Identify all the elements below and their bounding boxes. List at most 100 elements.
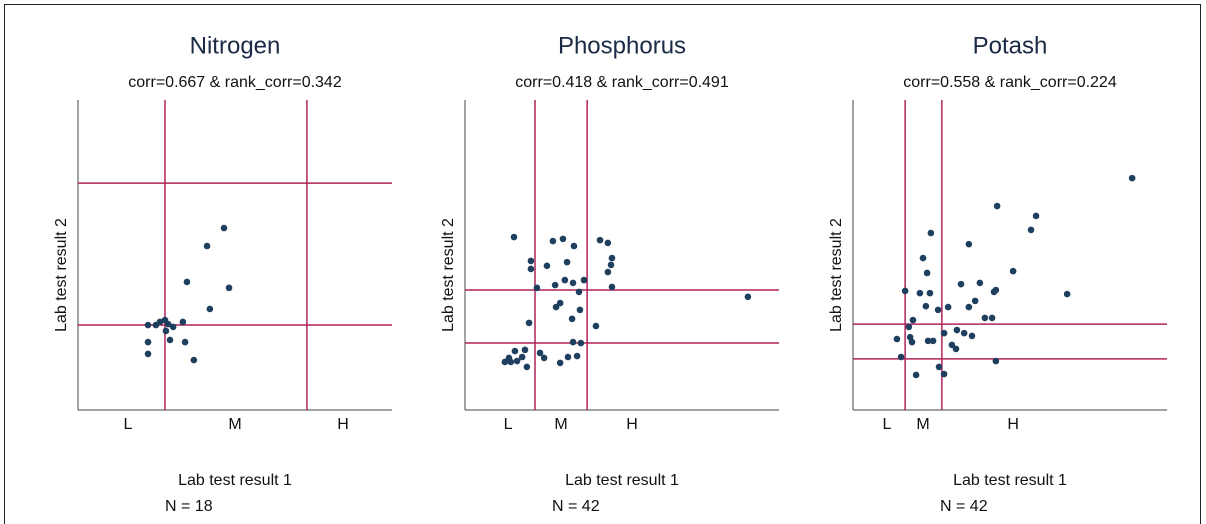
point: [190, 356, 198, 364]
point: [523, 363, 531, 371]
point: [1009, 267, 1017, 275]
point: [948, 341, 956, 349]
panel-subtitle: corr=0.418 & rank_corr=0.491: [515, 74, 729, 91]
point: [908, 338, 916, 346]
point: [575, 288, 583, 296]
point: [220, 224, 228, 232]
panel-title: Phosphorus: [558, 32, 686, 59]
y-axis-label: Lab test result 2: [53, 218, 70, 332]
point: [929, 337, 937, 345]
point: [569, 279, 577, 287]
point: [922, 302, 930, 310]
x-tick-label: H: [337, 416, 349, 433]
panel-subtitle: corr=0.667 & rank_corr=0.342: [128, 74, 342, 91]
point: [527, 265, 535, 273]
x-tick-label: H: [1007, 416, 1019, 433]
point: [744, 293, 752, 301]
point: [564, 353, 572, 361]
point: [992, 357, 1000, 365]
x-tick-label: L: [882, 416, 891, 433]
point: [183, 278, 191, 286]
point: [510, 233, 518, 241]
point: [940, 329, 948, 337]
point: [1027, 226, 1035, 234]
point: [993, 202, 1001, 210]
point: [1128, 174, 1136, 182]
x-tick-label: L: [123, 416, 132, 433]
x-tick-label: M: [228, 416, 241, 433]
point: [608, 283, 616, 291]
point: [912, 371, 920, 379]
point: [957, 280, 965, 288]
point: [179, 318, 187, 326]
point: [924, 337, 932, 345]
point: [169, 323, 177, 331]
point: [604, 268, 612, 276]
point: [551, 281, 559, 289]
y-axis-label: Lab test result 2: [440, 218, 457, 332]
point: [919, 254, 927, 262]
point: [518, 353, 526, 361]
point: [549, 237, 557, 245]
point: [607, 261, 615, 269]
point: [206, 305, 214, 313]
point: [990, 288, 998, 296]
point: [981, 314, 989, 322]
point: [225, 284, 233, 292]
point: [952, 345, 960, 353]
point: [559, 235, 567, 243]
point: [960, 329, 968, 337]
point: [596, 236, 604, 244]
point: [965, 303, 973, 311]
point: [552, 303, 560, 311]
point: [988, 314, 996, 322]
point: [203, 242, 211, 250]
point: [940, 370, 948, 378]
point: [897, 353, 905, 361]
point: [144, 321, 152, 329]
point: [935, 363, 943, 371]
point: [905, 323, 913, 331]
sample-size: N = 42: [940, 498, 988, 515]
point: [527, 257, 535, 265]
sample-size: N = 42: [552, 498, 600, 515]
point: [543, 262, 551, 270]
point: [525, 319, 533, 327]
x-tick-label: M: [554, 416, 567, 433]
point: [592, 322, 600, 330]
point: [901, 287, 909, 295]
panel-subtitle: corr=0.558 & rank_corr=0.224: [903, 74, 1117, 91]
point: [144, 338, 152, 346]
point: [573, 352, 581, 360]
x-axis-label: Lab test result 1: [953, 472, 1067, 489]
point: [568, 315, 576, 323]
point: [965, 240, 973, 248]
point: [556, 299, 564, 307]
x-axis-label: Lab test result 1: [178, 472, 292, 489]
point: [927, 229, 935, 237]
point: [944, 303, 952, 311]
point: [570, 242, 578, 250]
x-tick-label: L: [504, 416, 513, 433]
point: [164, 320, 172, 328]
point: [923, 269, 931, 277]
point: [976, 279, 984, 287]
point: [906, 333, 914, 341]
point: [166, 336, 174, 344]
point: [507, 358, 515, 366]
point: [604, 239, 612, 247]
point: [1063, 290, 1071, 298]
point: [536, 349, 544, 357]
point: [511, 347, 519, 355]
point: [162, 327, 170, 335]
panel-title: Nitrogen: [190, 32, 281, 59]
point: [909, 316, 917, 324]
point: [156, 318, 164, 326]
y-axis-label: Lab test result 2: [828, 218, 845, 332]
point: [513, 357, 521, 365]
point: [563, 258, 571, 266]
point: [893, 335, 901, 343]
point: [501, 358, 509, 366]
